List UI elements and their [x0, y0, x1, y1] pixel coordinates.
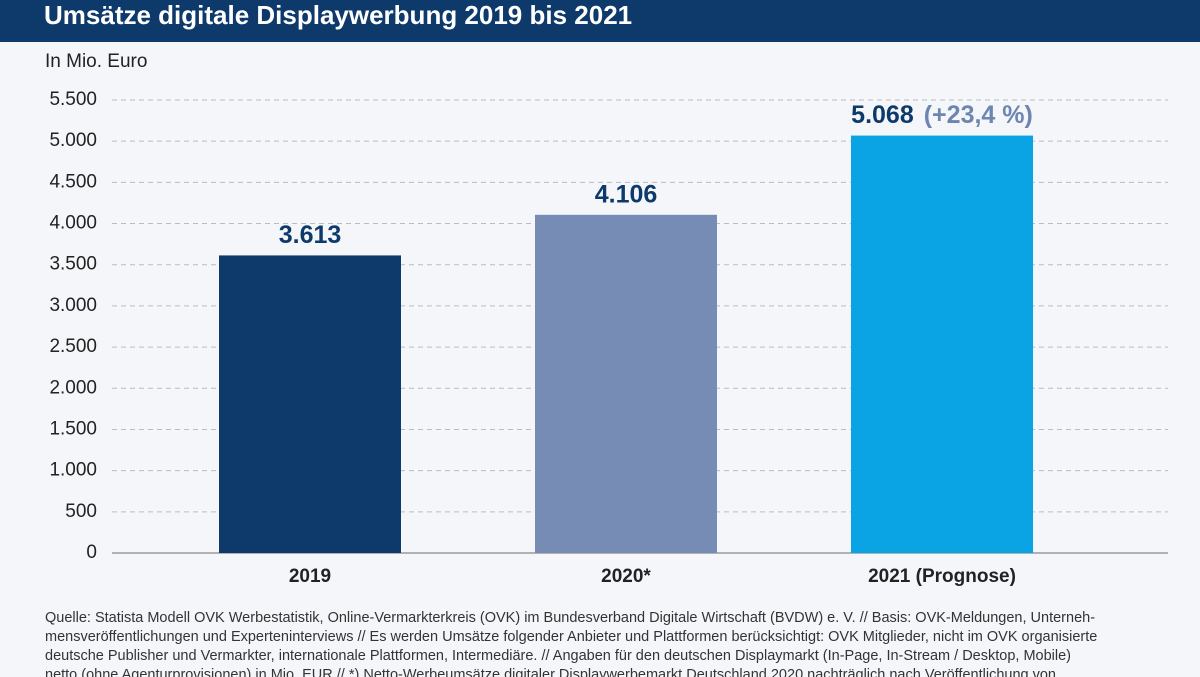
source-line: netto (ohne Agenturprovisionen) in Mio. …	[45, 667, 1056, 677]
header-band	[0, 0, 1200, 42]
y-tick-label: 3.500	[49, 254, 97, 275]
y-axis-label: In Mio. Euro	[45, 51, 147, 72]
x-tick-label: 2020*	[601, 566, 651, 587]
y-tick-label: 2.500	[49, 336, 97, 357]
y-tick-label: 1.500	[49, 418, 97, 439]
y-tick-label: 5.000	[49, 130, 97, 151]
bar	[219, 255, 401, 554]
source-line: mensveröffentlichungen und Experteninter…	[45, 629, 1097, 645]
source-line: Quelle: Statista Modell OVK Werbestatist…	[45, 610, 1095, 626]
bar	[535, 214, 717, 553]
x-tick-label: 2019	[289, 566, 331, 587]
chart-title: Umsätze digitale Displaywerbung 2019 bis…	[44, 0, 632, 30]
value-label: 4.106	[595, 180, 658, 208]
x-tick-label: 2021 (Prognose)	[868, 566, 1016, 587]
y-tick-label: 4.500	[49, 171, 97, 192]
annotation: (+23,4 %)	[924, 101, 1033, 129]
bar	[851, 135, 1033, 553]
y-tick-label: 4.000	[49, 213, 97, 234]
y-tick-label: 1.000	[49, 460, 97, 481]
value-label: 5.068	[851, 101, 914, 129]
y-tick-label: 0	[86, 542, 97, 563]
value-label: 3.613	[279, 221, 342, 249]
y-tick-label: 5.500	[49, 89, 97, 110]
source-line: deutsche Publisher und Vermarkter, inter…	[45, 648, 1071, 664]
y-tick-label: 2.000	[49, 377, 97, 398]
y-tick-label: 3.000	[49, 295, 97, 316]
y-tick-label: 500	[65, 501, 97, 522]
